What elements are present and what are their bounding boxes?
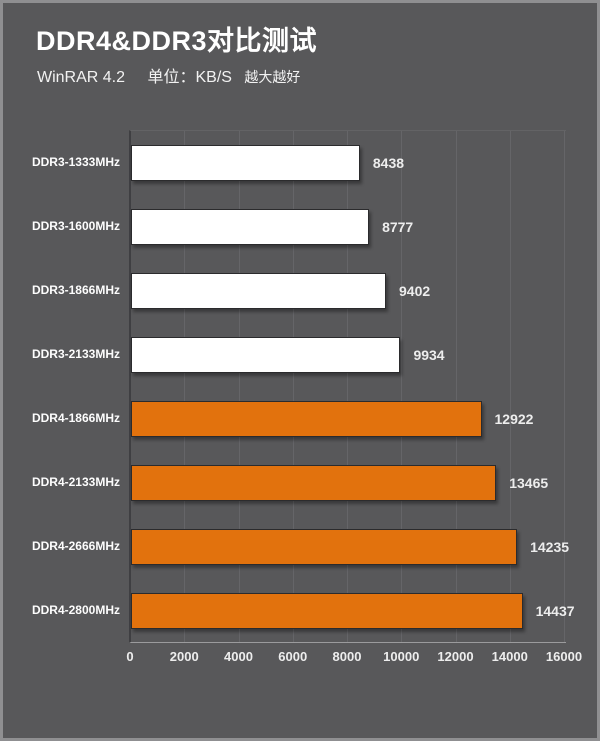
category-axis: DDR3-1333MHz DDR3-1600MHz DDR3-1866MHz DDR3… [3, 130, 120, 643]
category-label: DDR4-2800MHz [31, 603, 120, 617]
chart-row: 9934 [131, 323, 566, 387]
axis-tick-label: 4000 [224, 649, 253, 664]
value-label: 9402 [399, 283, 431, 299]
category-label: DDR4-2666MHz [31, 539, 120, 553]
value-label: 14437 [535, 603, 575, 619]
bar-ddr4-2133mhz [131, 465, 497, 501]
category-label: DDR3-1600MHz [31, 219, 120, 233]
gridline [509, 131, 511, 642]
chart-subtitle: WinRAR 4.2 单位：KB/S 越大越好 [37, 63, 300, 87]
gridline [292, 131, 294, 642]
category-label: DDR4-1866MHz [31, 411, 120, 425]
chart-row: 13465 [131, 451, 566, 515]
unit-label: 单位：KB/S [147, 69, 232, 86]
axis-tick-label: 10000 [383, 649, 420, 664]
bar-ddr4-2800mhz [131, 593, 523, 629]
axis-tick-label: 2000 [169, 649, 199, 664]
gridline [238, 131, 240, 642]
bigger-is-better-note: 越大越好 [244, 69, 301, 85]
plot-area: 8438 8777 9402 9934 12922 13465 14235 14437 [129, 130, 575, 643]
value-label: 13465 [509, 475, 549, 491]
value-label: 9934 [413, 347, 445, 363]
bar-ddr3-1866mhz [131, 273, 387, 309]
value-label: 8438 [372, 155, 405, 171]
value-label: 8777 [382, 219, 414, 235]
gridline [184, 131, 186, 642]
axis-tick-label: 16000 [545, 649, 583, 664]
chart-row: 14235 [131, 515, 570, 579]
value-label: 12922 [494, 411, 534, 427]
chart-row: 9402 [131, 259, 566, 323]
gridline [401, 131, 403, 642]
benchmark-app-label: WinRAR 4.2 [37, 69, 126, 86]
bar-ddr3-2133mhz [131, 337, 401, 373]
chart-row: 12922 [131, 387, 566, 451]
gridline [347, 131, 348, 642]
bar-ddr4-2666mhz [131, 529, 518, 565]
gridline [455, 131, 457, 642]
value-axis: 0 2000 4000 6000 8000 10000 12000 14000 16000 [126, 649, 582, 667]
chart-row: 14437 [131, 579, 575, 643]
category-label: DDR3-1333MHz [31, 155, 120, 169]
bar-ddr3-1333mhz [131, 145, 360, 181]
axis-tick-label: 6000 [278, 649, 308, 664]
bar-ddr3-1600mhz [131, 209, 370, 245]
chart-row: 8438 [131, 131, 566, 195]
axis-tick-label: 12000 [437, 649, 474, 664]
category-label: DDR3-2133MHz [31, 347, 120, 361]
bar-ddr4-1866mhz [131, 401, 482, 437]
axis-tick-label: 14000 [491, 649, 528, 664]
category-label: DDR4-2133MHz [31, 475, 120, 489]
gridline [564, 131, 565, 642]
axis-tick-label: 0 [126, 649, 134, 664]
value-label: 14235 [530, 539, 570, 555]
chart-row: 8777 [131, 195, 566, 259]
page-title: DDR4&DDR3对比测试 [36, 26, 318, 56]
axis-tick-label: 8000 [332, 649, 362, 664]
category-label: DDR3-1866MHz [31, 283, 120, 297]
